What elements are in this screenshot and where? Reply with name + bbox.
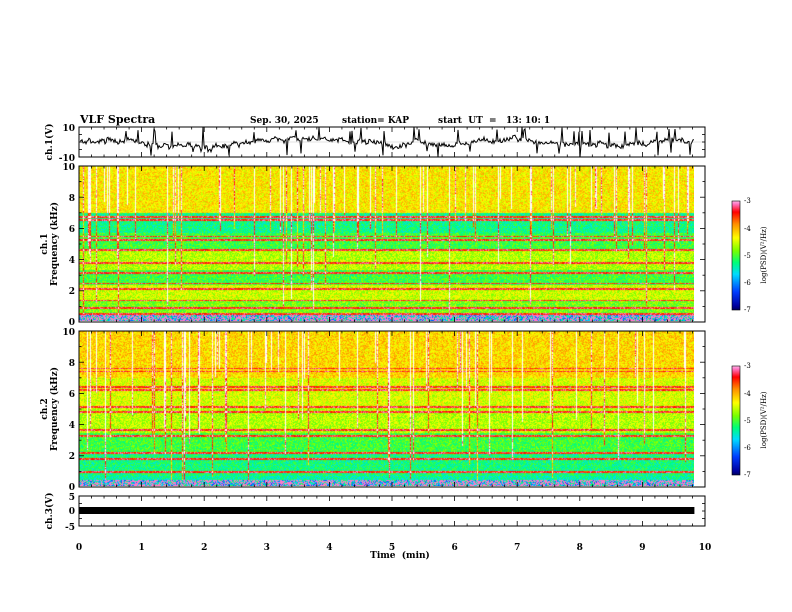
ch3-ytick-5: 5 [69, 493, 75, 503]
axis-tick-marks [78, 126, 706, 527]
header-start-time: start UT = 13: 10: 1 [438, 116, 550, 126]
ch3-ytick-0: 0 [69, 507, 75, 517]
ch1-colorbar-frame [731, 200, 741, 311]
header-date: Sep. 30, 2025 [250, 116, 319, 126]
ch1-spectrogram-canvas-wrap [79, 166, 694, 321]
ch1-spectrogram-image [79, 166, 694, 321]
ch2-ytick-6: 6 [69, 390, 75, 400]
ch1-cb-tick-neg5: -5 [744, 252, 751, 260]
xtick-7: 7 [514, 543, 520, 553]
ch1-ytick-6: 6 [69, 225, 75, 235]
ch2-spec-ylabel-channel: ch.2 [40, 398, 50, 419]
ch1-ytick-0: 0 [69, 318, 75, 328]
ch1-colorbar-gradient [732, 201, 740, 310]
ch1-colorbar-label: log(PSD)(V²/Hz) [760, 226, 768, 283]
ch2-spec-ylabel-frequency: Frequency (kHz) [49, 367, 60, 451]
ch2-spectrogram-yticks: 0 2 4 6 8 10 [62, 328, 75, 493]
ch1-ytick-4: 4 [69, 256, 75, 266]
ch2-cb-tick-neg5: -5 [744, 417, 751, 425]
ch2-cb-tick-neg7: -7 [744, 471, 751, 479]
ch2-ytick-0: 0 [69, 483, 75, 493]
ch1-cb-tick-neg4: -4 [744, 225, 751, 233]
ch3-panel: 5 0 -5 ch.3(V) [44, 493, 706, 533]
ch2-spectrogram-image [79, 331, 694, 486]
ch1-spec-ylabel-channel: ch.1 [40, 233, 50, 254]
ch3-ylabel: ch.3(V) [44, 493, 55, 530]
ch2-ytick-4: 4 [69, 421, 75, 431]
ch1-ytick-8: 8 [69, 194, 75, 204]
xtick-4: 4 [326, 543, 332, 553]
ch1-ytick-top: 10 [62, 124, 75, 134]
ch2-ytick-8: 8 [69, 359, 75, 369]
xtick-0: 0 [76, 543, 82, 553]
ch2-colorbar-wrap [732, 366, 740, 475]
ch1-spectrogram-yticks: 0 2 4 6 8 10 [62, 163, 75, 328]
ch1-spectrogram-panel: 0 2 4 6 8 10 ch.1 Frequency (kHz) [40, 163, 706, 328]
ch2-cb-tick-neg4: -4 [744, 390, 751, 398]
ch1-ytick-2: 2 [69, 287, 75, 297]
xtick-6: 6 [451, 543, 457, 553]
ch1-cb-tick-neg7: -7 [744, 306, 751, 314]
x-tick-labels: 0 1 2 3 4 5 6 7 8 9 10 [76, 543, 711, 553]
xtick-3: 3 [264, 543, 270, 553]
ch1-colorbar: -3 -4 -5 -6 -7 log(PSD)(V²/Hz) [731, 197, 768, 314]
ch1-waveform-panel: 10 -10 ch.1(V) [44, 124, 706, 164]
ch2-colorbar-frame [731, 365, 741, 476]
ch3-ytick-neg5: -5 [65, 523, 75, 533]
ch1-colorbar-wrap [732, 201, 740, 310]
ch1-waveform-line [79, 127, 695, 157]
ch1-ytick-10: 10 [62, 163, 75, 173]
chart-title: VLF Spectra [79, 113, 155, 126]
ch2-spectrogram-canvas-wrap [79, 331, 694, 486]
ch1-cb-tick-neg6: -6 [744, 279, 751, 287]
ch1-ylabel: ch.1(V) [44, 124, 55, 161]
xtick-8: 8 [577, 543, 583, 553]
ch2-colorbar-label: log(PSD)(V²/Hz) [760, 391, 768, 448]
xtick-9: 9 [639, 543, 645, 553]
xtick-2: 2 [201, 543, 207, 553]
ch2-cb-tick-neg6: -6 [744, 444, 751, 452]
ch2-spectrogram-panel: 0 2 4 6 8 10 ch.2 Frequency (kHz) [40, 328, 706, 493]
xtick-5: 5 [389, 543, 395, 553]
ch2-cb-tick-neg3: -3 [744, 362, 751, 370]
ch3-level-bar [79, 507, 695, 514]
x-axis-label: Time (min) [370, 550, 430, 561]
ch1-spec-ylabel-frequency: Frequency (kHz) [49, 202, 60, 286]
xtick-10: 10 [699, 543, 712, 553]
ch2-colorbar-gradient [732, 366, 740, 475]
ch1-cb-tick-neg3: -3 [744, 197, 751, 205]
ch2-ytick-10: 10 [62, 328, 75, 338]
header-station: station= KAP [342, 116, 409, 126]
ch2-colorbar: -3 -4 -5 -6 -7 log(PSD)(V²/Hz) [731, 362, 768, 479]
ch1-ytick-bottom: -10 [59, 154, 75, 164]
ch2-ytick-2: 2 [69, 452, 75, 462]
xtick-1: 1 [138, 543, 144, 553]
